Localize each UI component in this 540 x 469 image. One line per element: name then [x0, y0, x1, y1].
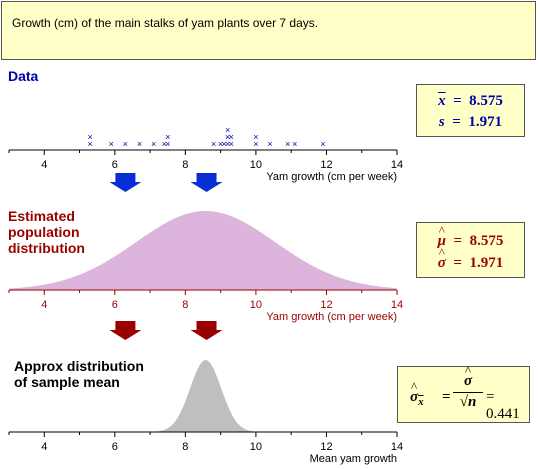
- data-point-marker: ×: [222, 139, 227, 149]
- data-point-marker: ×: [267, 139, 272, 149]
- population-tick-label: 10: [250, 299, 262, 311]
- population-tick-label: 4: [41, 299, 47, 311]
- data-point-marker: ×: [87, 132, 92, 142]
- data-point-marker: ×: [229, 132, 234, 142]
- data-point-marker: ×: [151, 139, 156, 149]
- data-point-marker: ×: [218, 139, 223, 149]
- s-symbol: s: [438, 114, 445, 130]
- numerator: σ: [453, 373, 483, 390]
- sigma-hat-stat: σ = 1.971: [417, 255, 524, 272]
- sample-mean-tick-label: 8: [182, 441, 188, 453]
- population-density-curve: [9, 211, 397, 290]
- population-title-line: distribution: [8, 240, 85, 256]
- data-axis-label: Yam growth (cm per week): [266, 171, 397, 183]
- population-title-line: Estimated: [8, 208, 75, 224]
- data-tick-label: 8: [182, 159, 188, 171]
- sigma-hat-symbol: σ: [464, 373, 472, 390]
- sample-mean-se-value: 0.441: [486, 406, 520, 422]
- sigma-xbar-hat: σx: [410, 389, 424, 408]
- data-point-marker: ×: [229, 139, 234, 149]
- sample-sd-value: 1.971: [468, 114, 503, 130]
- sample-mean-title: Approx distribution of sample mean: [14, 358, 144, 390]
- data-title: Data: [8, 68, 39, 84]
- population-axis-label: Yam growth (cm per week): [266, 311, 397, 323]
- data-point-marker: ×: [292, 139, 297, 149]
- population-tick-label: 6: [112, 299, 118, 311]
- x-bar-symbol: x: [438, 93, 446, 109]
- sample-mean-density-curve: [9, 360, 397, 432]
- data-point-marker: ×: [320, 139, 325, 149]
- population-tick-label: 8: [182, 299, 188, 311]
- data-point-marker: ×: [225, 132, 230, 142]
- arrows-data-to-population: [109, 173, 223, 192]
- n-symbol: n: [467, 394, 477, 410]
- down-arrow-blue: [109, 173, 142, 192]
- sample-mean-tick-label: 14: [391, 441, 403, 453]
- data-point-marker: ×: [165, 132, 170, 142]
- sample-title-line: Approx distribution: [14, 358, 144, 374]
- description-note: Growth (cm) of the main stalks of yam pl…: [1, 1, 536, 60]
- sample-sd-stat: s = 1.971: [438, 114, 503, 130]
- sample-mean-formula-box: σx = σ √n = 0.441: [397, 366, 530, 423]
- sigma-hat-symbol: σ: [438, 255, 446, 272]
- x-bar-subscript: x: [418, 396, 424, 408]
- data-tick-label: 10: [250, 159, 262, 171]
- population-stats-box: μ = 8.575 σ = 1.971: [416, 222, 525, 278]
- data-point-marker: ×: [253, 139, 258, 149]
- description-text: Growth (cm) of the main stalks of yam pl…: [12, 16, 319, 30]
- data-stats-box: x = 8.575 s = 1.971: [416, 84, 525, 137]
- data-tick-label: 14: [391, 159, 403, 171]
- sample-mean-stat: x = 8.575: [438, 93, 503, 109]
- population-title-line: population: [8, 224, 80, 240]
- sample-mean-axis-label: Mean yam growth: [310, 453, 397, 465]
- denominator: √n: [453, 392, 483, 411]
- mu-hat-value: 8.575: [469, 233, 504, 249]
- data-point-marker: ×: [123, 139, 128, 149]
- population-tick-label: 12: [320, 299, 332, 311]
- mu-hat-symbol: μ: [438, 233, 446, 250]
- data-point-marker: ×: [225, 125, 230, 135]
- data-point-marker: ×: [211, 139, 216, 149]
- data-point-marker: ×: [225, 139, 230, 149]
- data-point-marker: ×: [137, 139, 142, 149]
- sigma-hat-value: 1.971: [469, 255, 504, 271]
- population-title: Estimated population distribution: [8, 208, 85, 256]
- down-arrow-red: [109, 321, 142, 340]
- sample-mean-tick-label: 4: [41, 441, 47, 453]
- data-point-marker: ×: [162, 139, 167, 149]
- down-arrow-red: [190, 321, 223, 340]
- sample-title-line: of sample mean: [14, 374, 120, 390]
- fraction: σ √n: [453, 373, 483, 411]
- data-point-marker: ×: [87, 139, 92, 149]
- data-point-marker: ×: [285, 139, 290, 149]
- data-point-marker: ×: [253, 132, 258, 142]
- data-point-marker: ×: [165, 139, 170, 149]
- sample-mean-tick-label: 6: [112, 441, 118, 453]
- data-tick-label: 6: [112, 159, 118, 171]
- data-tick-label: 12: [320, 159, 332, 171]
- sample-mean-value: 8.575: [469, 93, 503, 109]
- down-arrow-blue: [190, 173, 223, 192]
- arrows-population-to-sample: [109, 321, 223, 340]
- sample-mean-tick-label: 12: [320, 441, 332, 453]
- data-point-marker: ×: [109, 139, 114, 149]
- mu-hat-stat: μ = 8.575: [417, 233, 524, 250]
- sample-mean-tick-label: 10: [250, 441, 262, 453]
- population-tick-label: 14: [391, 299, 403, 311]
- data-tick-label: 4: [41, 159, 47, 171]
- sigma-hat-symbol: σ: [410, 389, 418, 406]
